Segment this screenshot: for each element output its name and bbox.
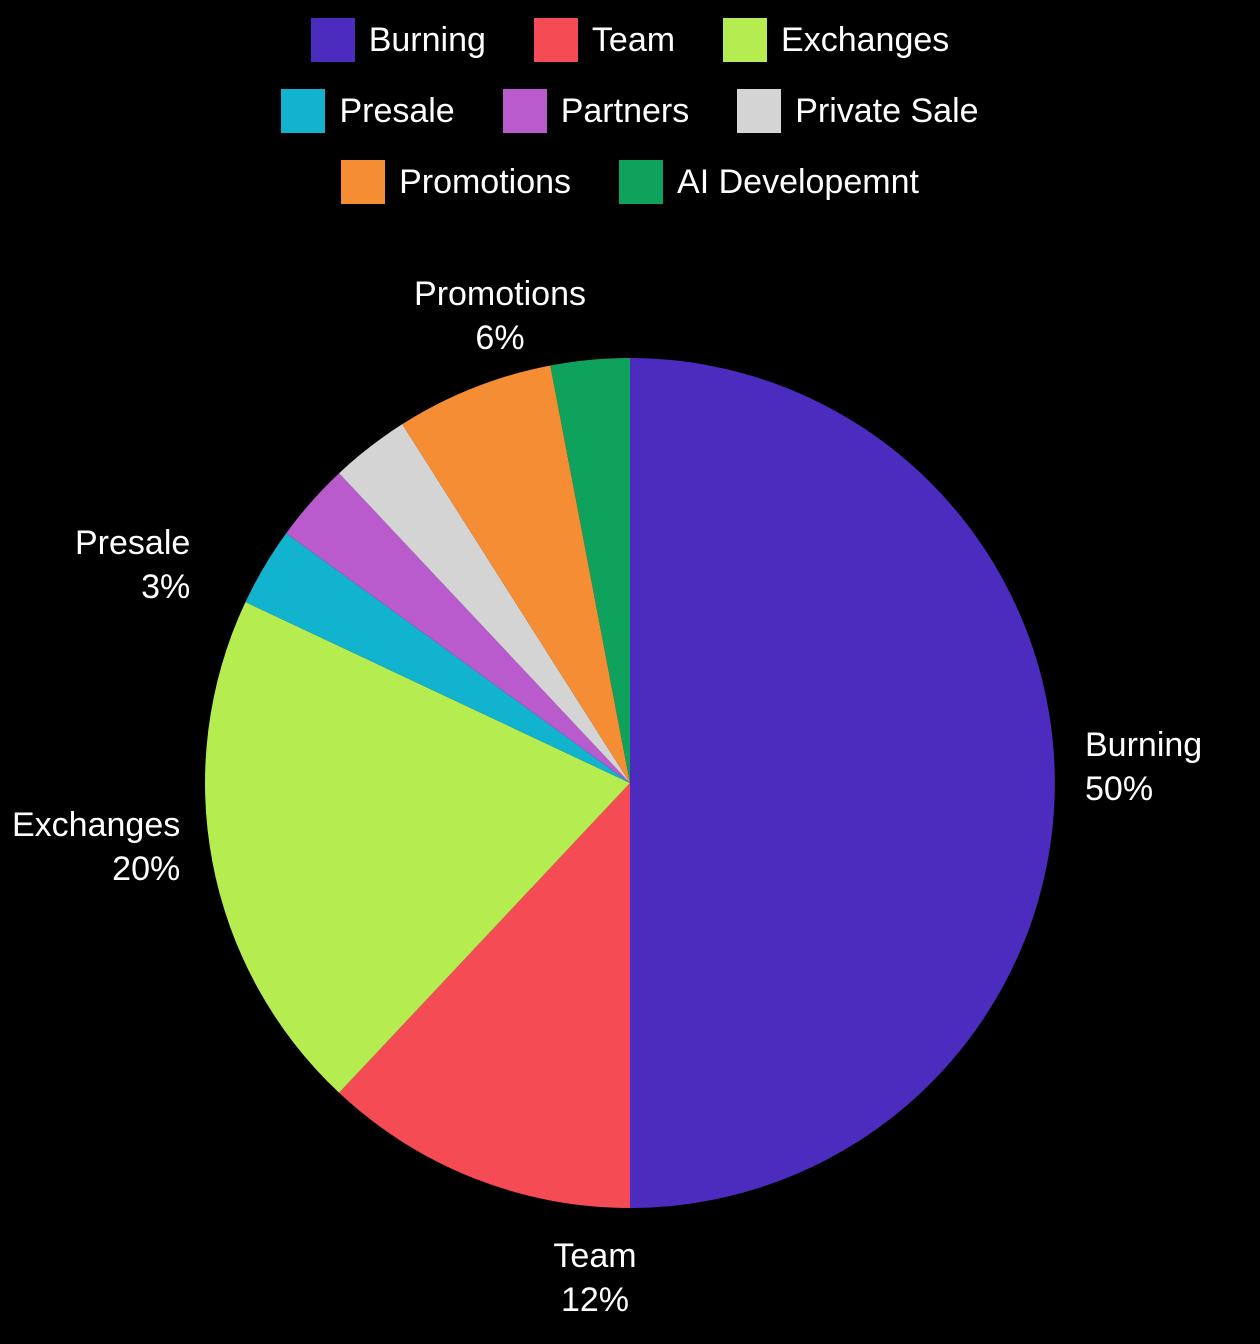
- legend-label: Promotions: [399, 165, 571, 199]
- legend-label: AI Developemnt: [677, 165, 919, 199]
- legend-item: Promotions: [341, 160, 571, 204]
- callout-value: 3%: [75, 565, 190, 609]
- legend-label: Burning: [369, 23, 486, 57]
- pie-chart-area: Burning50%Team12%Exchanges20%Presale3%Pr…: [0, 268, 1260, 1344]
- chart-callout: Presale3%: [75, 521, 190, 609]
- legend-swatch: [723, 18, 767, 62]
- chart-callout: Exchanges20%: [12, 803, 180, 891]
- legend-label: Presale: [339, 94, 454, 128]
- legend-item: AI Developemnt: [619, 160, 919, 204]
- chart-legend: Burning Team Exchanges Presale Partners Priva…: [0, 14, 1260, 231]
- callout-label: Presale: [75, 521, 190, 565]
- legend-label: Partners: [561, 94, 690, 128]
- legend-item: Private Sale: [737, 89, 978, 133]
- chart-callout: Promotions6%: [414, 272, 586, 360]
- callout-label: Promotions: [414, 272, 586, 316]
- pie-slice-burning: [630, 358, 1055, 1208]
- legend-item: Exchanges: [723, 18, 949, 62]
- callout-value: 50%: [1085, 767, 1202, 811]
- legend-label: Team: [592, 23, 675, 57]
- callout-label: Team: [553, 1234, 636, 1278]
- pie-chart: [205, 358, 1055, 1208]
- legend-row: Promotions AI Developemnt: [0, 160, 1260, 209]
- callout-value: 20%: [12, 847, 180, 891]
- legend-row: Presale Partners Private Sale: [0, 89, 1260, 138]
- legend-swatch: [619, 160, 663, 204]
- legend-item: Burning: [311, 18, 486, 62]
- callout-value: 12%: [553, 1278, 636, 1322]
- callout-value: 6%: [414, 316, 586, 360]
- callout-label: Burning: [1085, 723, 1202, 767]
- legend-swatch: [311, 18, 355, 62]
- chart-callout: Burning50%: [1085, 723, 1202, 811]
- chart-callout: Team12%: [553, 1234, 636, 1322]
- legend-label: Exchanges: [781, 23, 949, 57]
- legend-swatch: [737, 89, 781, 133]
- legend-label: Private Sale: [795, 94, 978, 128]
- legend-row: Burning Team Exchanges: [0, 18, 1260, 67]
- legend-item: Presale: [281, 89, 454, 133]
- legend-swatch: [534, 18, 578, 62]
- legend-item: Team: [534, 18, 675, 62]
- legend-swatch: [503, 89, 547, 133]
- legend-item: Partners: [503, 89, 690, 133]
- legend-swatch: [341, 160, 385, 204]
- callout-label: Exchanges: [12, 803, 180, 847]
- legend-swatch: [281, 89, 325, 133]
